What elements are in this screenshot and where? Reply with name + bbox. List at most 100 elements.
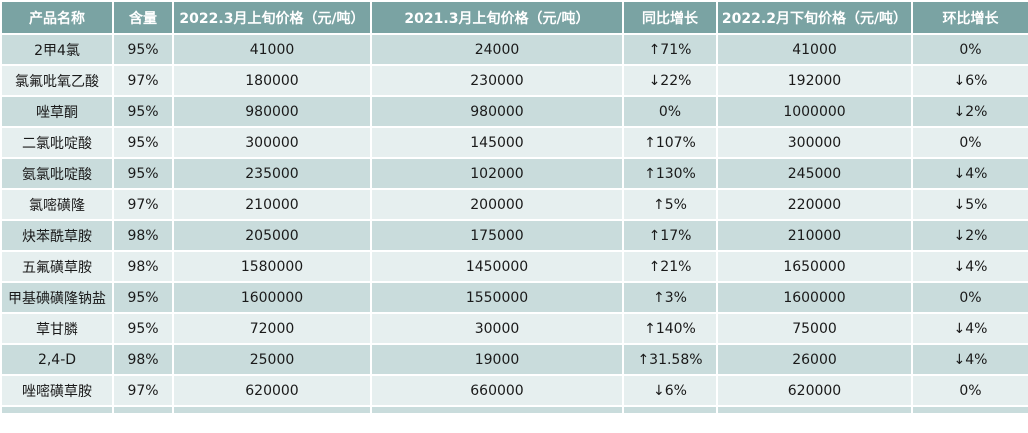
cell-empty — [0, 405, 114, 415]
header-price-2022-03-early: 2022.3月上旬价格（元/吨） — [172, 0, 372, 35]
cell-product-name: 2甲4氯 — [0, 33, 114, 66]
header-mom-growth: 环比增长 — [911, 0, 1028, 35]
cell-content: 97% — [112, 374, 174, 407]
cell-content: 98% — [112, 343, 174, 376]
cell-mom-growth: ↓4% — [911, 157, 1028, 190]
cell-price-2022-02: 1600000 — [716, 281, 913, 314]
cell-price-2021-03: 19000 — [370, 343, 624, 376]
cell-product-name: 草甘膦 — [0, 312, 114, 345]
cell-price-2022-03: 205000 — [172, 219, 372, 252]
cell-price-2022-03: 180000 — [172, 64, 372, 97]
cell-product-name: 唑草酮 — [0, 95, 114, 128]
cell-yoy-growth: ↓6% — [622, 374, 718, 407]
cell-product-name: 二氯吡啶酸 — [0, 126, 114, 159]
cell-content: 95% — [112, 33, 174, 66]
header-product-name: 产品名称 — [0, 0, 114, 35]
cell-price-2022-03: 235000 — [172, 157, 372, 190]
cell-price-2021-03: 980000 — [370, 95, 624, 128]
cell-content: 95% — [112, 95, 174, 128]
table-row: 2,4-D 98% 25000 19000 ↑31.58% 26000 ↓4% — [0, 343, 1028, 376]
cell-mom-growth: 0% — [911, 126, 1028, 159]
cell-price-2022-03: 1580000 — [172, 250, 372, 283]
table-row: 五氟磺草胺 98% 1580000 1450000 ↑21% 1650000 ↓… — [0, 250, 1028, 283]
cell-empty — [716, 405, 913, 415]
cell-empty — [911, 405, 1028, 415]
cell-product-name: 2,4-D — [0, 343, 114, 376]
cell-yoy-growth: 0% — [622, 95, 718, 128]
table-row: 唑草酮 95% 980000 980000 0% 1000000 ↓2% — [0, 95, 1028, 128]
cell-mom-growth: ↓4% — [911, 343, 1028, 376]
price-table: 产品名称 含量 2022.3月上旬价格（元/吨） 2021.3月上旬价格（元/吨… — [0, 0, 1028, 415]
table-row: 氨氯吡啶酸 95% 235000 102000 ↑130% 245000 ↓4% — [0, 157, 1028, 190]
cell-mom-growth: 0% — [911, 281, 1028, 314]
cell-price-2022-02: 210000 — [716, 219, 913, 252]
cell-yoy-growth: ↓22% — [622, 64, 718, 97]
table-row: 草甘膦 95% 72000 30000 ↑140% 75000 ↓4% — [0, 312, 1028, 345]
cell-mom-growth: 0% — [911, 33, 1028, 66]
cell-product-name: 氨氯吡啶酸 — [0, 157, 114, 190]
cell-price-2021-03: 1550000 — [370, 281, 624, 314]
cell-content: 95% — [112, 157, 174, 190]
cell-content: 97% — [112, 188, 174, 221]
cell-yoy-growth: ↑21% — [622, 250, 718, 283]
table-header: 产品名称 含量 2022.3月上旬价格（元/吨） 2021.3月上旬价格（元/吨… — [0, 0, 1028, 35]
table-row-partial — [0, 405, 1028, 415]
cell-mom-growth: ↓2% — [911, 95, 1028, 128]
cell-price-2021-03: 145000 — [370, 126, 624, 159]
header-price-2022-02-late: 2022.2月下旬价格（元/吨） — [716, 0, 913, 35]
cell-content: 95% — [112, 312, 174, 345]
header-yoy-growth: 同比增长 — [622, 0, 718, 35]
table-row: 氯氟吡氧乙酸 97% 180000 230000 ↓22% 192000 ↓6% — [0, 64, 1028, 97]
cell-yoy-growth: ↑140% — [622, 312, 718, 345]
cell-price-2022-02: 220000 — [716, 188, 913, 221]
cell-mom-growth: 0% — [911, 374, 1028, 407]
cell-product-name: 五氟磺草胺 — [0, 250, 114, 283]
cell-content: 95% — [112, 281, 174, 314]
cell-price-2021-03: 660000 — [370, 374, 624, 407]
cell-product-name: 氯氟吡氧乙酸 — [0, 64, 114, 97]
cell-price-2022-03: 72000 — [172, 312, 372, 345]
cell-empty — [370, 405, 624, 415]
cell-content: 95% — [112, 126, 174, 159]
table-row: 2甲4氯 95% 41000 24000 ↑71% 41000 0% — [0, 33, 1028, 66]
table-row: 甲基碘磺隆钠盐 95% 1600000 1550000 ↑3% 1600000 … — [0, 281, 1028, 314]
cell-empty — [622, 405, 718, 415]
cell-mom-growth: ↓2% — [911, 219, 1028, 252]
cell-price-2021-03: 24000 — [370, 33, 624, 66]
cell-mom-growth: ↓6% — [911, 64, 1028, 97]
cell-product-name: 氯嘧磺隆 — [0, 188, 114, 221]
cell-price-2021-03: 30000 — [370, 312, 624, 345]
cell-yoy-growth: ↑31.58% — [622, 343, 718, 376]
cell-yoy-growth: ↑71% — [622, 33, 718, 66]
cell-price-2022-03: 980000 — [172, 95, 372, 128]
cell-price-2021-03: 102000 — [370, 157, 624, 190]
cell-price-2021-03: 1450000 — [370, 250, 624, 283]
cell-price-2022-03: 25000 — [172, 343, 372, 376]
cell-price-2022-02: 75000 — [716, 312, 913, 345]
cell-price-2022-02: 1000000 — [716, 95, 913, 128]
cell-yoy-growth: ↑17% — [622, 219, 718, 252]
cell-mom-growth: ↓4% — [911, 250, 1028, 283]
cell-yoy-growth: ↑130% — [622, 157, 718, 190]
header-row: 产品名称 含量 2022.3月上旬价格（元/吨） 2021.3月上旬价格（元/吨… — [0, 0, 1028, 35]
cell-yoy-growth: ↑3% — [622, 281, 718, 314]
cell-product-name: 炔苯酰草胺 — [0, 219, 114, 252]
cell-price-2022-03: 41000 — [172, 33, 372, 66]
header-content: 含量 — [112, 0, 174, 35]
cell-price-2021-03: 175000 — [370, 219, 624, 252]
cell-price-2022-02: 245000 — [716, 157, 913, 190]
header-price-2021-03-early: 2021.3月上旬价格（元/吨） — [370, 0, 624, 35]
table-row: 唑嘧磺草胺 97% 620000 660000 ↓6% 620000 0% — [0, 374, 1028, 407]
cell-yoy-growth: ↑107% — [622, 126, 718, 159]
cell-price-2022-02: 26000 — [716, 343, 913, 376]
table-body: 2甲4氯 95% 41000 24000 ↑71% 41000 0% 氯氟吡氧乙… — [0, 33, 1028, 415]
cell-price-2022-03: 620000 — [172, 374, 372, 407]
cell-price-2022-03: 210000 — [172, 188, 372, 221]
cell-product-name: 甲基碘磺隆钠盐 — [0, 281, 114, 314]
cell-yoy-growth: ↑5% — [622, 188, 718, 221]
cell-price-2022-03: 300000 — [172, 126, 372, 159]
cell-price-2021-03: 230000 — [370, 64, 624, 97]
cell-price-2022-02: 1650000 — [716, 250, 913, 283]
cell-content: 97% — [112, 64, 174, 97]
cell-mom-growth: ↓4% — [911, 312, 1028, 345]
